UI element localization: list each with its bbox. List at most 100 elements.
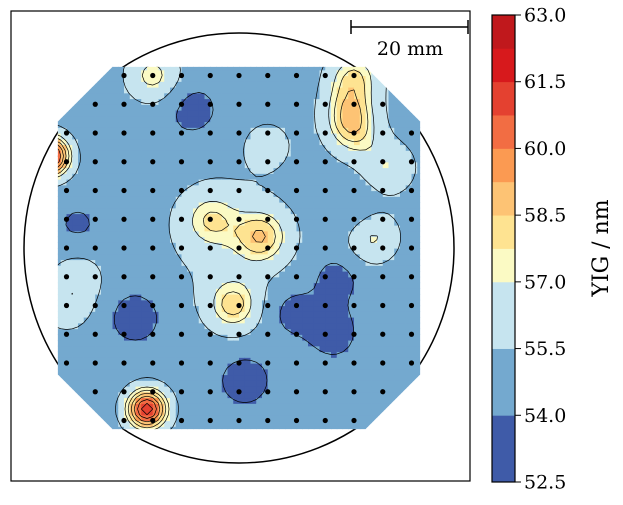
contour-cell xyxy=(273,196,280,203)
contour-cell xyxy=(319,110,326,117)
contour-cell xyxy=(348,184,355,192)
contour-cell xyxy=(227,288,234,295)
contour-cell xyxy=(319,282,326,289)
contour-cell xyxy=(342,363,349,370)
contour-cell xyxy=(129,380,137,387)
contour-cell xyxy=(147,368,154,376)
contour-cell xyxy=(411,305,418,312)
contour-cell xyxy=(285,414,292,422)
contour-cell xyxy=(336,213,344,220)
measurement-point xyxy=(293,331,300,337)
contour-cell xyxy=(273,426,280,430)
contour-cell xyxy=(175,66,183,71)
contour-cell xyxy=(164,271,171,278)
contour-cell xyxy=(325,144,332,151)
contour-cell xyxy=(359,69,367,77)
contour-cell xyxy=(233,98,240,105)
contour-cell xyxy=(354,265,361,272)
contour-cell xyxy=(89,265,96,272)
contour-cell xyxy=(417,133,421,140)
contour-cell xyxy=(204,66,211,71)
measurement-point xyxy=(207,417,213,424)
contour-cell xyxy=(210,294,217,301)
contour-cell xyxy=(170,374,177,381)
contour-cell xyxy=(354,299,361,307)
contour-cell xyxy=(354,374,361,381)
contour-cell xyxy=(135,363,142,370)
contour-cell xyxy=(256,184,263,192)
contour-cell xyxy=(57,236,62,243)
contour-cell xyxy=(365,179,372,186)
contour-cell xyxy=(371,144,378,151)
contour-cell xyxy=(377,196,384,203)
contour-cell xyxy=(175,173,183,180)
contour-cell xyxy=(244,345,252,353)
contour-cell xyxy=(348,334,355,341)
contour-cell xyxy=(365,351,372,358)
contour-cell xyxy=(187,179,194,186)
contour-cell xyxy=(371,179,378,186)
contour-cell xyxy=(193,391,200,399)
contour-cell xyxy=(394,317,401,324)
contour-cell xyxy=(187,156,194,163)
contour-cell xyxy=(405,196,413,203)
contour-cell xyxy=(112,167,119,174)
contour-cell xyxy=(233,328,240,335)
contour-cell xyxy=(359,282,367,289)
contour-cell xyxy=(400,190,407,197)
contour-cell xyxy=(239,236,246,243)
contour-cell xyxy=(411,219,418,226)
contour-cell xyxy=(239,225,246,232)
contour-cell xyxy=(233,133,240,140)
contour-cell xyxy=(279,161,286,169)
contour-cell xyxy=(175,121,183,128)
contour-cell xyxy=(348,196,355,203)
contour-cell xyxy=(313,334,321,341)
contour-cell xyxy=(244,368,252,376)
contour-cell xyxy=(302,242,309,249)
contour-cell xyxy=(290,271,298,278)
contour-cell xyxy=(359,161,367,169)
contour-cell xyxy=(193,69,200,77)
contour-cell xyxy=(210,138,217,146)
contour-cell xyxy=(388,276,395,284)
contour-cell xyxy=(348,127,355,134)
contour-cell xyxy=(371,374,378,381)
contour-cell xyxy=(216,317,223,324)
contour-cell xyxy=(210,253,217,261)
contour-cell xyxy=(152,196,160,203)
colorbar-band xyxy=(492,48,515,83)
contour-cell xyxy=(204,386,211,393)
contour-cell xyxy=(267,242,275,249)
contour-cell xyxy=(221,403,229,410)
contour-cell xyxy=(336,420,344,427)
contour-cell xyxy=(141,345,148,353)
contour-cell xyxy=(239,368,246,376)
contour-cell xyxy=(331,81,338,88)
contour-cell xyxy=(72,173,79,180)
contour-cell xyxy=(354,161,361,169)
contour-cell xyxy=(170,190,177,197)
contour-cell xyxy=(198,357,206,364)
contour-cell xyxy=(377,207,384,215)
contour-cell xyxy=(285,420,292,427)
contour-cell xyxy=(273,420,280,427)
contour-cell xyxy=(233,426,240,430)
contour-cell xyxy=(371,104,378,111)
contour-cell xyxy=(308,87,315,94)
contour-cell xyxy=(112,207,119,215)
contour-cell xyxy=(331,66,338,71)
contour-cell xyxy=(296,259,303,266)
contour-cell xyxy=(359,345,367,353)
contour-cell xyxy=(325,259,332,266)
contour-cell xyxy=(129,110,137,117)
contour-cell xyxy=(342,403,349,410)
contour-cell xyxy=(158,230,165,238)
contour-cell xyxy=(336,386,344,393)
contour-cell xyxy=(227,98,234,105)
measurement-point xyxy=(351,360,357,366)
contour-cell xyxy=(244,282,252,289)
contour-cell xyxy=(187,196,194,203)
contour-cell xyxy=(66,242,73,249)
